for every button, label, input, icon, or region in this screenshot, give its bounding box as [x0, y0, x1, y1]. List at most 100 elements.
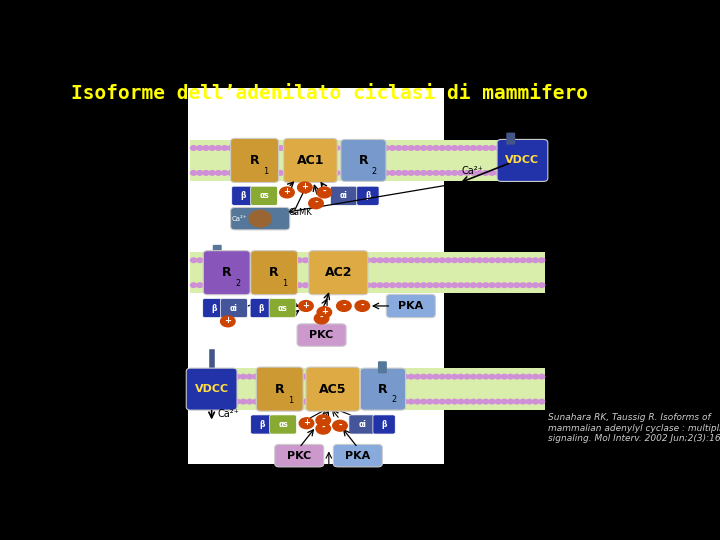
Circle shape	[427, 283, 433, 287]
Circle shape	[371, 171, 377, 175]
Circle shape	[539, 171, 545, 175]
Circle shape	[446, 374, 451, 379]
Circle shape	[234, 399, 240, 404]
Circle shape	[377, 258, 383, 262]
Circle shape	[222, 374, 228, 379]
Text: αs: αs	[278, 303, 287, 313]
Text: PKA: PKA	[345, 451, 371, 461]
Text: -: -	[320, 313, 323, 322]
FancyBboxPatch shape	[213, 245, 222, 257]
Circle shape	[327, 146, 333, 150]
Circle shape	[228, 146, 234, 150]
Circle shape	[302, 374, 308, 379]
Text: Ca²⁺: Ca²⁺	[232, 215, 248, 221]
Circle shape	[539, 258, 545, 262]
Circle shape	[240, 399, 246, 404]
Circle shape	[383, 258, 390, 262]
Circle shape	[265, 258, 271, 262]
Circle shape	[352, 258, 359, 262]
Circle shape	[234, 146, 240, 150]
Circle shape	[234, 258, 240, 262]
Circle shape	[333, 146, 340, 150]
Circle shape	[364, 283, 371, 287]
Circle shape	[470, 146, 477, 150]
Circle shape	[209, 283, 215, 287]
Circle shape	[514, 171, 520, 175]
Circle shape	[316, 415, 330, 426]
Circle shape	[439, 146, 445, 150]
Text: 1: 1	[288, 396, 293, 405]
Circle shape	[309, 374, 315, 379]
Circle shape	[253, 171, 258, 175]
Circle shape	[427, 374, 433, 379]
Circle shape	[197, 171, 203, 175]
Circle shape	[302, 258, 308, 262]
Circle shape	[253, 146, 258, 150]
Circle shape	[246, 283, 253, 287]
Circle shape	[265, 283, 271, 287]
Circle shape	[290, 399, 296, 404]
Circle shape	[458, 171, 464, 175]
Circle shape	[296, 258, 302, 262]
Circle shape	[477, 171, 482, 175]
Circle shape	[477, 258, 482, 262]
Text: -: -	[338, 420, 342, 429]
Circle shape	[246, 171, 253, 175]
Circle shape	[526, 171, 532, 175]
Text: β: β	[211, 303, 217, 313]
FancyBboxPatch shape	[497, 139, 548, 181]
Circle shape	[253, 374, 258, 379]
Circle shape	[240, 258, 246, 262]
FancyBboxPatch shape	[378, 361, 387, 373]
Circle shape	[352, 374, 359, 379]
Circle shape	[246, 374, 253, 379]
Text: R: R	[250, 154, 259, 167]
Circle shape	[501, 258, 508, 262]
Circle shape	[489, 283, 495, 287]
Circle shape	[246, 258, 253, 262]
Circle shape	[451, 171, 458, 175]
Circle shape	[352, 399, 359, 404]
Circle shape	[408, 283, 414, 287]
Circle shape	[383, 171, 390, 175]
Circle shape	[234, 374, 240, 379]
Circle shape	[215, 146, 222, 150]
Circle shape	[209, 258, 215, 262]
Circle shape	[470, 283, 477, 287]
Circle shape	[390, 258, 395, 262]
Circle shape	[395, 283, 402, 287]
Text: -: -	[314, 198, 318, 207]
Text: Isoforme dell’adenilato ciclasi di mammifero: Isoforme dell’adenilato ciclasi di mammi…	[71, 84, 588, 103]
Circle shape	[464, 146, 470, 150]
Circle shape	[359, 283, 364, 287]
Circle shape	[377, 399, 383, 404]
Circle shape	[333, 171, 340, 175]
Text: αi: αi	[340, 191, 348, 200]
Circle shape	[290, 146, 296, 150]
Circle shape	[377, 171, 383, 175]
Circle shape	[520, 399, 526, 404]
Circle shape	[259, 171, 265, 175]
Circle shape	[359, 399, 364, 404]
Circle shape	[197, 374, 203, 379]
Circle shape	[433, 283, 439, 287]
Circle shape	[364, 374, 371, 379]
Circle shape	[408, 146, 414, 150]
Circle shape	[383, 146, 390, 150]
Text: 2: 2	[235, 279, 240, 288]
Circle shape	[451, 258, 458, 262]
Circle shape	[315, 258, 321, 262]
Circle shape	[495, 399, 501, 404]
Circle shape	[259, 283, 265, 287]
Circle shape	[321, 399, 327, 404]
Circle shape	[296, 374, 302, 379]
FancyBboxPatch shape	[186, 368, 237, 410]
Text: -: -	[321, 423, 325, 433]
Circle shape	[284, 258, 290, 262]
Circle shape	[302, 171, 308, 175]
Circle shape	[402, 146, 408, 150]
Circle shape	[228, 283, 234, 287]
Circle shape	[364, 171, 371, 175]
Text: R: R	[359, 154, 368, 167]
Circle shape	[228, 171, 234, 175]
